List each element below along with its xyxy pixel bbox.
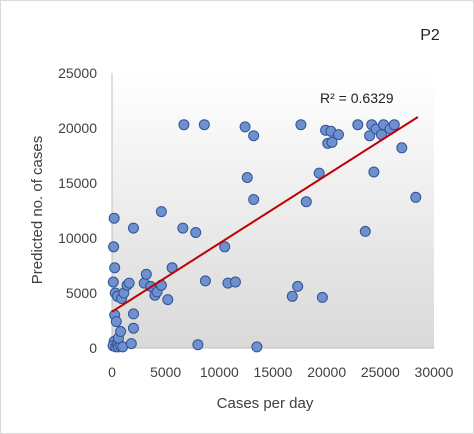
- scatter-point: [162, 294, 174, 306]
- scatter-point: [198, 119, 210, 131]
- scatter-point: [286, 290, 298, 302]
- trendline: [111, 116, 419, 313]
- scatter-point: [140, 268, 152, 280]
- x-tick-label: 15000: [254, 364, 293, 380]
- scatter-point: [108, 241, 120, 253]
- scatter-point: [359, 225, 371, 237]
- y-tick-label: 15000: [58, 175, 97, 191]
- scatter-point: [248, 194, 260, 205]
- panel-label: P2: [420, 27, 440, 44]
- scatter-point: [410, 191, 422, 203]
- y-axis-title: Predicted no. of cases: [29, 136, 46, 284]
- x-tick-label: 25000: [361, 364, 400, 380]
- scatter-point: [199, 275, 211, 287]
- scatter-point: [248, 130, 260, 142]
- scatter-point: [115, 326, 127, 337]
- scatter-point: [127, 308, 139, 320]
- scatter-point: [364, 130, 376, 142]
- y-tick-label: 0: [89, 340, 97, 356]
- scatter-point: [177, 222, 189, 234]
- scatter-point: [239, 121, 251, 133]
- scatter-point: [300, 196, 312, 208]
- scatter-point: [107, 276, 119, 288]
- scatter-point: [313, 167, 325, 179]
- x-axis-title: Cases per day: [217, 395, 314, 412]
- scatter-point: [190, 227, 202, 238]
- scatter-point: [396, 142, 408, 154]
- scatter-point: [155, 206, 167, 218]
- scatter-point: [388, 119, 400, 131]
- x-tick-label: 20000: [307, 364, 346, 380]
- scatter-point: [125, 338, 137, 350]
- x-tick-label: 30000: [415, 364, 454, 380]
- scatter-point: [109, 262, 121, 274]
- scatter-point: [295, 119, 307, 131]
- scatter-point: [108, 212, 120, 224]
- x-tick-label: 0: [108, 364, 116, 380]
- x-tick-label: 5000: [150, 364, 181, 380]
- y-tick-label: 20000: [58, 120, 97, 136]
- scatter-point: [229, 276, 241, 288]
- y-tick-label: 25000: [58, 65, 97, 81]
- x-tick-label: 10000: [200, 364, 239, 380]
- scatter-point: [127, 222, 139, 234]
- scatter-point: [123, 277, 135, 289]
- scatter-point: [292, 280, 304, 292]
- r-squared-label: R² = 0.6329: [320, 90, 394, 106]
- scatter-point: [241, 172, 253, 183]
- y-tick-label: 10000: [58, 230, 97, 246]
- y-tick-label: 5000: [66, 285, 97, 301]
- scatter-point: [192, 339, 204, 351]
- data-points: [107, 119, 422, 353]
- scatter-point: [368, 166, 380, 178]
- scatter-point: [352, 119, 364, 131]
- scatter-point: [219, 241, 231, 253]
- scatter-point: [251, 341, 263, 353]
- scatter-point: [110, 316, 122, 328]
- scatter-point: [127, 322, 139, 334]
- scatter-point: [316, 291, 328, 303]
- scatter-point: [332, 129, 344, 141]
- scatter-point: [178, 119, 190, 131]
- scatter-point: [326, 136, 338, 148]
- axes: [111, 73, 434, 349]
